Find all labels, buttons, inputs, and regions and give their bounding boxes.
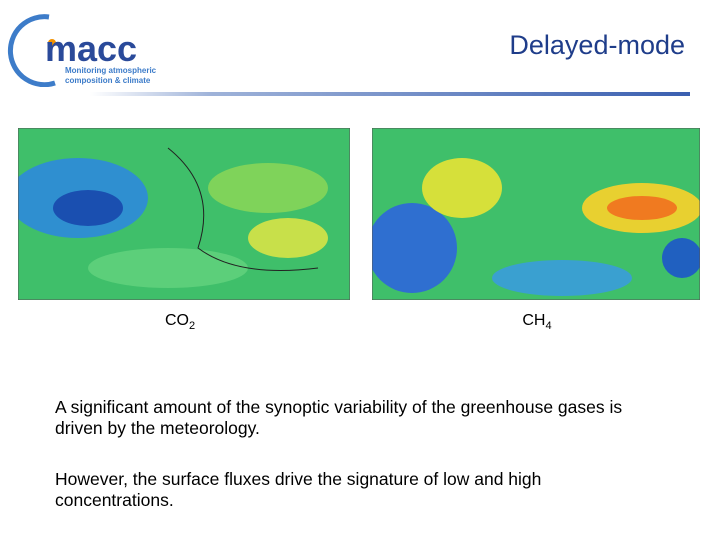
logo-dot <box>48 39 56 47</box>
logo-tagline: Monitoring atmospheric <box>65 66 157 75</box>
header-rule <box>90 92 690 96</box>
logo-name: macc <box>45 28 137 69</box>
paragraph: However, the surface fluxes drive the si… <box>55 469 542 510</box>
figure-label: CH4 <box>477 312 597 332</box>
logo: macc Monitoring atmospheric composition … <box>7 14 157 87</box>
logo-tagline: composition & climate <box>65 76 151 85</box>
label-text: CO <box>164 312 189 329</box>
label-subscript: 2 <box>188 320 196 333</box>
label-text: CH <box>522 312 546 329</box>
logo-arc <box>7 14 56 87</box>
title: Delayed-mode <box>509 30 685 60</box>
paragraph: A significant amount of the synoptic var… <box>55 397 623 438</box>
ch4-map <box>372 128 700 300</box>
label-subscript: 4 <box>545 320 552 333</box>
figure-label: CO2 <box>120 312 240 332</box>
co2-map <box>18 128 350 300</box>
